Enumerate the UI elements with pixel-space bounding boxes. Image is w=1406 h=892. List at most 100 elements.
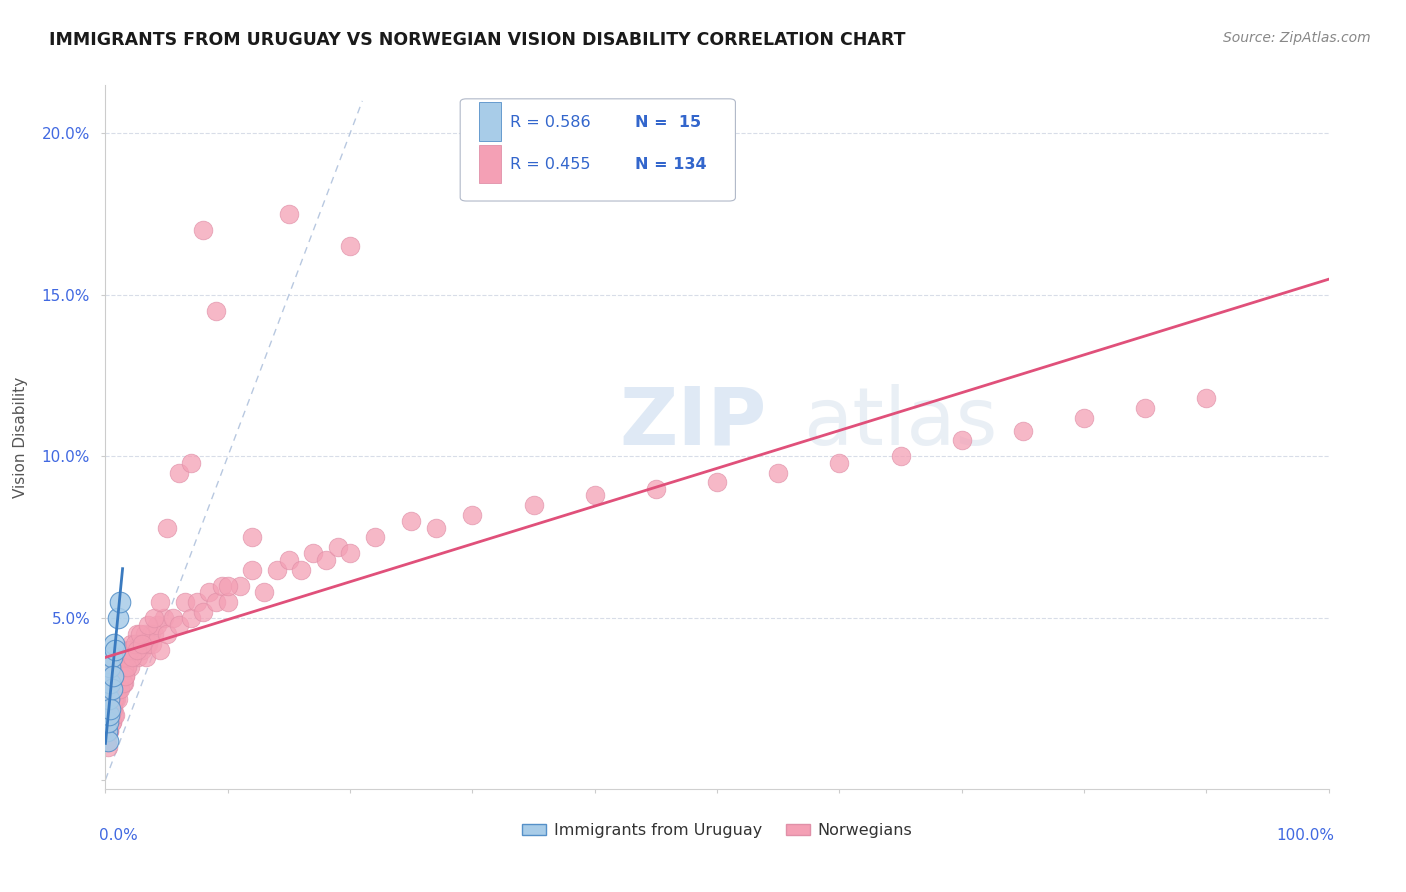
Point (155, 520, 177, 534)
Point (131, 637, 153, 651)
Point (107, 659, 129, 673)
Point (583, 488, 606, 502)
Point (110, 669, 132, 683)
Point (115, 659, 138, 673)
Point (136, 637, 159, 651)
Point (153, 611, 176, 625)
Point (121, 649, 143, 664)
Point (98, 714, 121, 729)
Text: N = 134: N = 134 (636, 157, 707, 172)
Point (97, 734, 120, 748)
Point (112, 649, 135, 664)
Point (105, 692, 128, 706)
Point (121, 649, 143, 664)
Point (644, 482, 668, 496)
Point (1073, 410, 1095, 425)
Point (104, 643, 127, 657)
Point (105, 682, 128, 697)
Point (217, 579, 239, 593)
Point (139, 627, 162, 641)
Point (98, 692, 121, 706)
Point (107, 611, 129, 625)
Point (101, 669, 124, 683)
Point (100, 714, 122, 729)
Point (193, 223, 215, 237)
Point (889, 450, 911, 464)
Point (104, 708, 127, 723)
Text: IMMIGRANTS FROM URUGUAY VS NORWEGIAN VISION DISABILITY CORRELATION CHART: IMMIGRANTS FROM URUGUAY VS NORWEGIAN VIS… (49, 31, 905, 49)
Point (326, 540, 349, 554)
Point (266, 563, 288, 577)
Point (425, 520, 447, 534)
Point (302, 546, 325, 560)
Point (111, 659, 134, 673)
Point (118, 643, 141, 657)
Point (339, 546, 361, 560)
Point (96, 724, 118, 739)
Point (98, 669, 121, 683)
Point (134, 627, 156, 641)
FancyBboxPatch shape (460, 99, 735, 201)
Point (1195, 392, 1218, 406)
Point (103, 637, 125, 651)
Text: 100.0%: 100.0% (1277, 828, 1334, 843)
Point (198, 585, 221, 599)
Point (117, 643, 139, 657)
Point (114, 669, 136, 683)
Point (399, 514, 422, 528)
Point (112, 675, 135, 690)
Point (104, 675, 127, 690)
Point (96, 734, 118, 748)
Point (339, 239, 361, 253)
Point (143, 627, 166, 641)
Point (180, 456, 202, 470)
Point (167, 466, 190, 480)
Point (141, 637, 163, 651)
Point (108, 669, 131, 683)
Point (98, 708, 121, 723)
Point (101, 701, 124, 715)
Point (98, 692, 121, 706)
Point (128, 627, 150, 641)
Point (125, 643, 148, 657)
Point (108, 675, 131, 690)
Text: Source: ZipAtlas.com: Source: ZipAtlas.com (1223, 31, 1371, 45)
Point (278, 207, 301, 221)
Point (167, 617, 190, 632)
Point (131, 643, 153, 657)
Point (103, 682, 125, 697)
Point (950, 434, 973, 448)
Point (107, 692, 129, 706)
Point (127, 649, 149, 664)
Point (768, 466, 790, 480)
Point (290, 563, 312, 577)
Point (98, 724, 121, 739)
Point (253, 585, 276, 599)
Point (107, 682, 129, 697)
Point (103, 692, 125, 706)
Point (186, 595, 208, 609)
Point (217, 595, 239, 609)
Point (124, 637, 146, 651)
Point (100, 649, 122, 664)
Point (101, 701, 124, 715)
Point (98, 708, 121, 723)
Point (127, 643, 149, 657)
Point (240, 530, 263, 544)
Point (363, 530, 385, 544)
Point (108, 675, 131, 690)
Point (146, 617, 169, 632)
Point (315, 553, 337, 567)
Point (108, 595, 131, 609)
Text: ZIP: ZIP (619, 384, 766, 462)
Point (103, 659, 125, 673)
Point (120, 637, 142, 651)
Point (127, 627, 149, 641)
Point (461, 508, 484, 522)
Text: N =  15: N = 15 (636, 114, 702, 129)
Point (135, 649, 157, 664)
Text: R = 0.586: R = 0.586 (510, 114, 591, 129)
Point (115, 649, 138, 664)
Point (240, 563, 263, 577)
Point (97, 714, 120, 729)
